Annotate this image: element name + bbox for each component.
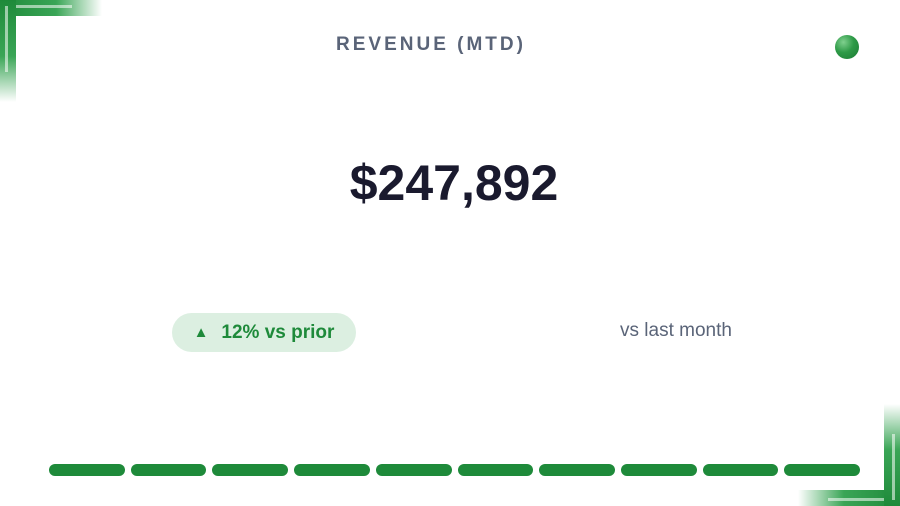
change-badge: ▲ 12% vs prior: [172, 313, 356, 352]
progress-segment: [457, 464, 534, 476]
progress-bar: [49, 464, 861, 476]
progress-segment: [702, 464, 779, 476]
progress-segment: [212, 464, 289, 476]
corner-accent-bottom-right-horizontal: [798, 490, 900, 506]
corner-accent-bottom-right-vertical: [884, 404, 900, 506]
progress-segment: [539, 464, 615, 476]
corner-accent-top-left-horizontal: [0, 0, 102, 16]
status-indicator-dot: [835, 35, 859, 59]
revenue-value: $247,892: [349, 155, 559, 211]
progress-segment: [620, 464, 697, 476]
progress-segment: [375, 464, 452, 476]
progress-segment: [784, 464, 861, 476]
comparison-label: vs last month: [620, 320, 732, 341]
card-title: REVENUE (MTD): [336, 34, 526, 55]
corner-accent-top-left-vertical: [0, 0, 16, 102]
progress-segment: [294, 464, 370, 476]
arrow-up-icon: ▲: [193, 324, 209, 341]
progress-segment: [130, 464, 207, 476]
progress-segment: [49, 464, 125, 476]
change-label: 12% vs prior: [221, 321, 335, 343]
